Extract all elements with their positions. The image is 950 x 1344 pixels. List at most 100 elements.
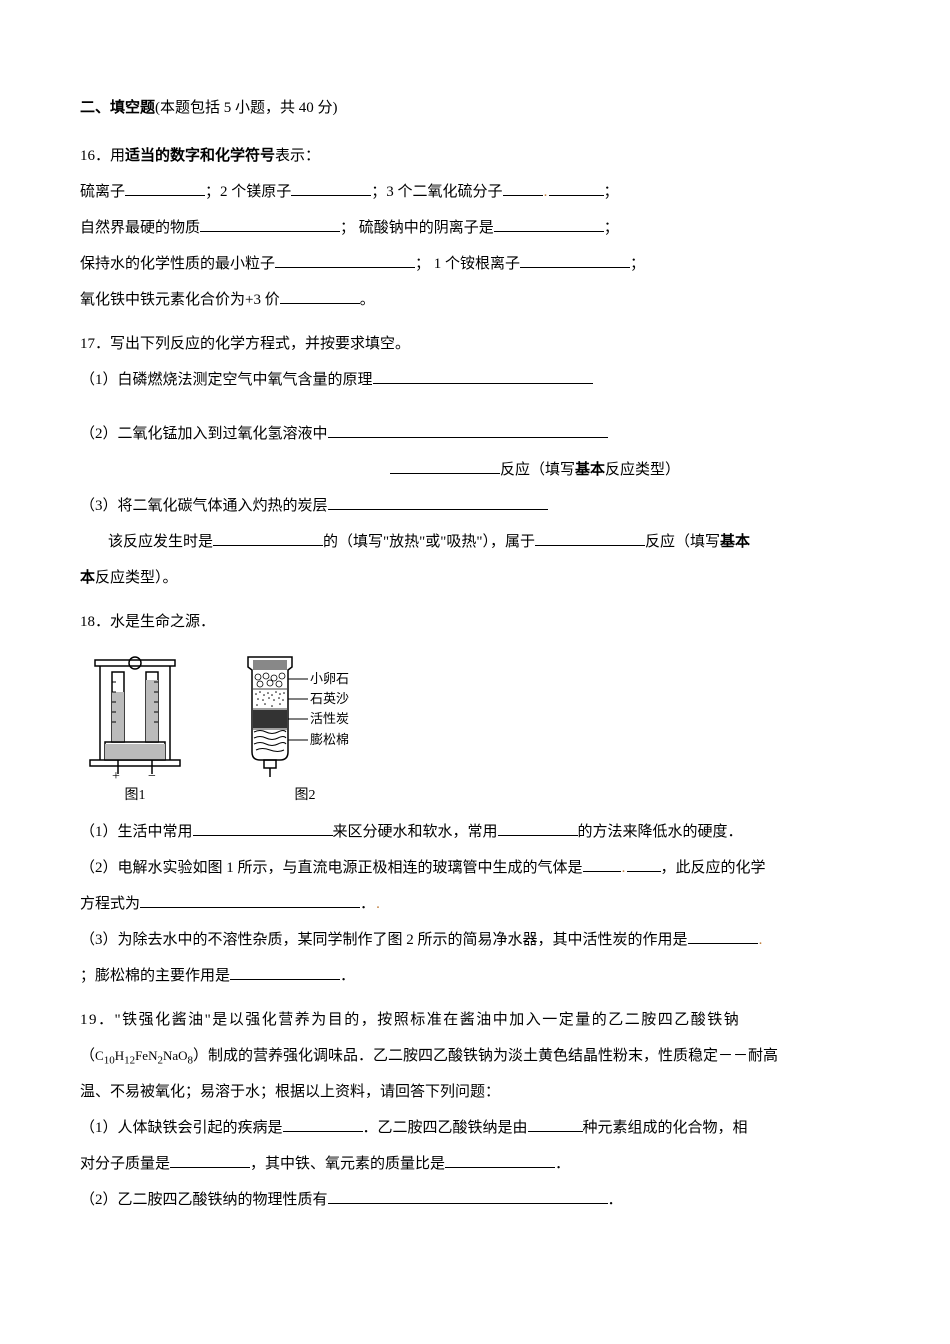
q19-s1: （1）人体缺铁会引起的疾病是．乙二胺四乙酸铁纳是由种元素组成的化合物，相 (80, 1110, 870, 1146)
q19-formula: C10H12FeN2NaO8 (95, 1048, 193, 1063)
q18-s1b: 来区分硬水和软水，常用 (333, 824, 498, 840)
q16-l2a: 自然界最硬的物质 (80, 220, 200, 236)
q19-s2: （2）乙二胺四乙酸铁纳的物理性质有 ． (80, 1182, 870, 1218)
question-16: 16．用适当的数字和化学符号表示： 硫离子；2 个镁原子；3 个二氧化硫分子.；… (80, 138, 870, 318)
blank-mg-atoms (291, 178, 371, 196)
blank-so2-b (549, 178, 604, 196)
q17-s3tail1: 反应类型）。 (95, 570, 178, 586)
dot-mark4: . (758, 922, 764, 958)
q19-num: 19． (80, 1012, 115, 1028)
q19-lead1: 19．"铁强化酱油"是以强化营养为目的，按照标准在酱油中加入一定量的乙二胺四乙酸… (80, 1002, 870, 1038)
fig2-label1: 小卵石 (310, 671, 349, 686)
q19-s1a: （1）人体缺铁会引起的疾病是 (80, 1120, 283, 1136)
blank-hardwater (193, 818, 333, 836)
blank-soften (498, 818, 578, 836)
q19-s2a: （2）乙二胺四乙酸铁纳的物理性质有 (80, 1192, 328, 1208)
q18-s2: （2）电解水实验如图 1 所示，与直流电源正极相连的玻璃管中生成的气体是.，此反… (80, 850, 870, 886)
blank-ratio (445, 1150, 555, 1168)
q18-s2a: （2）电解水实验如图 1 所示，与直流电源正极相连的玻璃管中生成的气体是 (80, 860, 583, 876)
q16-l2b: ； 硫酸钠中的阴离子是 (340, 220, 494, 236)
q19-lead2pre: （ (80, 1048, 95, 1064)
q18-num: 18． (80, 614, 110, 630)
q16-l4a: 氧化铁中铁元素化合价为+3 价 (80, 292, 280, 308)
figure2-block: 小卵石 石英沙 活性炭 膨松棉 图2 (230, 652, 380, 806)
fig2-label4: 膨松棉 (310, 732, 349, 747)
blank-heat-type (213, 528, 323, 546)
figure2-svg: 小卵石 石英沙 活性炭 膨松棉 (230, 652, 380, 782)
q18-s3a: （3）为除去水中的不溶性杂质，某同学制作了图 2 所示的简易净水器，其中活性炭的… (80, 932, 688, 948)
q19-s1d: 对分子质量是 (80, 1156, 170, 1172)
q19-s1c: 种元素组成的化合物，相 (583, 1120, 748, 1136)
blank-anion (494, 214, 604, 232)
q17-s2-text: （2）二氧化锰加入到过氧化氢溶液中 (80, 426, 328, 442)
q16-line3: 保持水的化学性质的最小粒子； 1 个铵根离子； (80, 246, 870, 282)
q19-s1f: ． (555, 1156, 570, 1172)
q17-header: 17．写出下列反应的化学方程式，并按要求填空。 (80, 326, 870, 362)
q17-s1: （1）白磷燃烧法测定空气中氧气含量的原理 (80, 362, 870, 398)
blank-disease (283, 1114, 363, 1132)
blank-cotton (230, 962, 340, 980)
q18-s3b: ；膨松棉的主要作用是． (80, 958, 870, 994)
figure1-block: + − 图1 (80, 652, 190, 806)
q18-s1: （1）生活中常用来区分硬水和软水，常用的方法来降低水的硬度． (80, 814, 870, 850)
q17-s3line2: 该反应发生时是 的（填写"放热"或"吸热"），属于 反应（填写基本 (80, 524, 870, 560)
q16-l1d: ； (604, 184, 619, 200)
svg-text:−: − (148, 769, 156, 782)
q16-num: 16． (80, 148, 110, 164)
q19-lead3-text: 温、不易被氧化；易溶于水；根据以上资料，请回答下列问题： (80, 1084, 500, 1100)
q18-s3b-text: ；膨松棉的主要作用是 (80, 968, 230, 984)
q17-s2tail: 反应类型） (605, 462, 680, 478)
q16-lead: 用 (110, 148, 125, 164)
q19-lead3: 温、不易被氧化；易溶于水；根据以上资料，请回答下列问题： (80, 1074, 870, 1110)
q16-tail: 表示： (275, 148, 320, 164)
q17-s2b-text: 反应（填写 (500, 462, 575, 478)
section-subtitle: (本题包括 5 小题，共 40 分) (155, 100, 338, 116)
blank-mass (170, 1150, 250, 1168)
q16-header: 16．用适当的数字和化学符号表示： (80, 138, 870, 174)
fig2-label2: 石英沙 (310, 691, 349, 706)
question-18: 18．水是生命之源． (80, 604, 870, 994)
q16-l1b: ；2 个镁原子 (205, 184, 291, 200)
blank-elements (528, 1114, 583, 1132)
q18-s1c: 的方法来降低水的硬度． (578, 824, 743, 840)
q17-s3bold: 基本 (720, 534, 750, 550)
dot-mark3: . (375, 886, 381, 922)
blank-gas-b (627, 854, 661, 872)
question-19: 19．"铁强化酱油"是以强化营养为目的，按照标准在酱油中加入一定量的乙二胺四乙酸… (80, 1002, 870, 1218)
blank-phosphorus (373, 366, 593, 384)
question-17: 17．写出下列反应的化学方程式，并按要求填空。 （1）白磷燃烧法测定空气中氧气含… (80, 326, 870, 596)
blank-sulfur-ion (125, 178, 205, 196)
q17-s3l2a: 该反应发生时是 (108, 534, 213, 550)
q16-l2c: ； (604, 220, 619, 236)
blank-fe-valence (280, 286, 360, 304)
q17-s3l2c: 反应（填写 (645, 534, 720, 550)
blank-physical (328, 1186, 608, 1204)
svg-text:+: + (112, 769, 120, 782)
blank-reaction-type1 (390, 456, 500, 474)
q17-s2bold: 基本 (575, 462, 605, 478)
q18-lead: 水是生命之源． (110, 614, 215, 630)
q17-s1-text: （1）白磷燃烧法测定空气中氧气含量的原理 (80, 372, 373, 388)
q17-s2: （2）二氧化锰加入到过氧化氢溶液中 (80, 416, 870, 452)
figure2-label: 图2 (295, 786, 316, 806)
q18-s2d: ． (360, 896, 375, 912)
figure-container: + − 图1 (80, 652, 870, 806)
q18-s2b: ，此反应的化学 (661, 860, 766, 876)
q19-s1e: ，其中铁、氧元素的质量比是 (250, 1156, 445, 1172)
q17-s3-text: （3）将二氧化碳气体通入灼热的炭层 (80, 498, 328, 514)
q19-s2b: ． (608, 1192, 623, 1208)
section-title-bold: 二、填空题 (80, 100, 155, 116)
blank-so2-a (503, 178, 543, 196)
q17-s3l2b: 的（填写"放热"或"吸热"），属于 (323, 534, 535, 550)
q17-s2b: 反应（填写基本反应类型） (80, 452, 870, 488)
q16-l3a: 保持水的化学性质的最小粒子 (80, 256, 275, 272)
q17-num: 17． (80, 336, 110, 352)
figure1-label: 图1 (125, 786, 146, 806)
q18-s3: （3）为除去水中的不溶性杂质，某同学制作了图 2 所示的简易净水器，其中活性炭的… (80, 922, 870, 958)
blank-electrolysis (140, 890, 360, 908)
q16-l4b: 。 (360, 292, 375, 308)
q17-lead: 写出下列反应的化学方程式，并按要求填空。 (110, 336, 410, 352)
blank-ammonium (520, 250, 630, 268)
q19-lead2post: ）制成的营养强化调味品．乙二胺四乙酸铁钠为淡土黄色结晶性粉末，性质稳定－－耐高 (193, 1048, 778, 1064)
q16-l1a: 硫离子 (80, 184, 125, 200)
